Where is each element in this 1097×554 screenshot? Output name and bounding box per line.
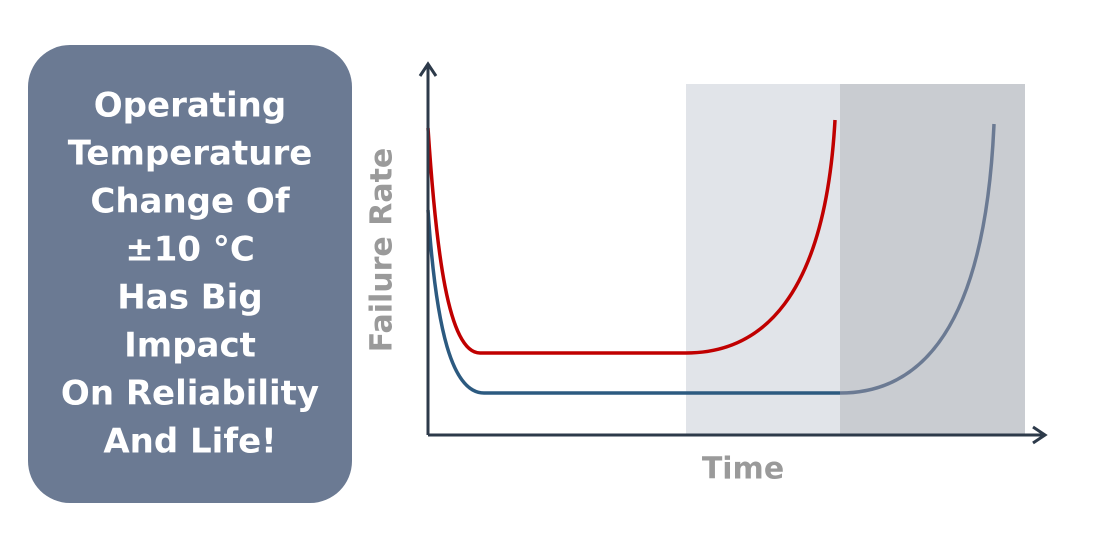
y-axis-label: Failure Rate [365, 148, 400, 353]
y-axis-arrow [418, 61, 438, 77]
message-box [28, 45, 352, 503]
x-axis-label: Time [702, 452, 784, 487]
message-text: Operating Temperature Change Of ±10 °C Has B… [61, 86, 319, 462]
message-line: Impact [124, 326, 256, 366]
message-line: On Reliability [61, 374, 319, 414]
curve-hot [426, 119, 837, 355]
x-axis-arrow [1032, 425, 1048, 445]
message-line: ±10 °C [125, 230, 255, 270]
message-line: Operating [94, 86, 286, 126]
message-line: And Life! [103, 422, 276, 462]
message-line: Change Of [90, 182, 290, 222]
shaded-region-light [686, 84, 840, 435]
message-line: Temperature [68, 134, 313, 174]
curve-normal-wearout [839, 123, 996, 395]
shaded-region-dark [840, 84, 1025, 435]
message-line: Has Big [117, 278, 262, 318]
curve-normal [426, 209, 840, 395]
